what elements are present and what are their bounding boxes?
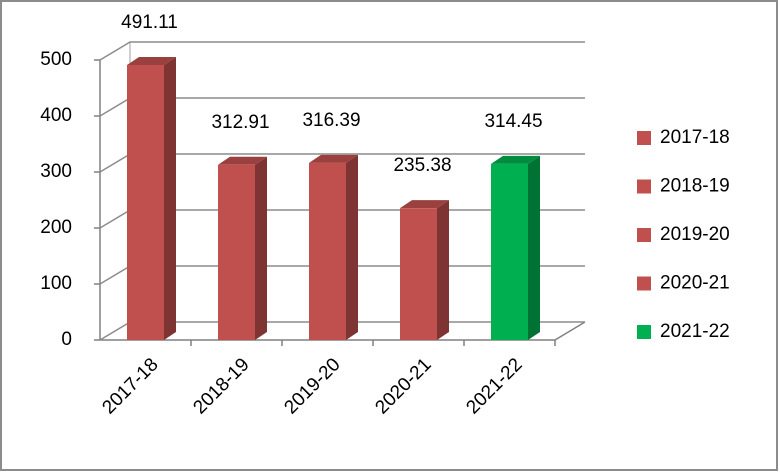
value-label: 314.45 xyxy=(484,111,542,132)
y-tick-label: 400 xyxy=(40,105,72,126)
bar-side xyxy=(528,155,540,340)
y-tick-label: 200 xyxy=(40,217,72,238)
value-label: 312.91 xyxy=(211,112,269,133)
bar-front xyxy=(218,164,255,340)
legend-label: 2019-20 xyxy=(660,224,730,245)
y-tick-label: 300 xyxy=(40,161,72,182)
bar-top xyxy=(400,200,449,209)
legend-swatch xyxy=(637,228,651,242)
bar-top xyxy=(127,56,176,65)
legend-swatch xyxy=(637,179,651,194)
bar-side xyxy=(164,56,176,341)
bar xyxy=(218,156,267,340)
bar-side xyxy=(437,200,449,340)
bar xyxy=(400,200,449,340)
bar-top xyxy=(218,156,267,165)
y-tick-label: 500 xyxy=(40,49,72,70)
y-tick-label: 100 xyxy=(40,273,72,294)
legend-swatch xyxy=(637,325,651,339)
bar-front xyxy=(127,64,164,341)
value-label: 491.11 xyxy=(121,12,178,33)
grid-line xyxy=(99,41,585,61)
bar xyxy=(309,154,358,340)
legend-swatch xyxy=(637,276,651,291)
bar xyxy=(127,56,176,341)
legend-swatch xyxy=(637,131,651,145)
legend-label: 2018-19 xyxy=(660,176,730,197)
bar-front xyxy=(309,162,346,340)
bar-side xyxy=(346,154,358,340)
bar-front xyxy=(491,163,528,340)
bar-side xyxy=(255,156,267,340)
value-label: 235.38 xyxy=(393,155,451,176)
bar-top xyxy=(491,155,540,164)
legend-label: 2017-18 xyxy=(660,127,730,148)
legend-label: 2021-22 xyxy=(660,321,730,342)
bar-top xyxy=(309,154,358,163)
bar xyxy=(491,155,540,340)
legend-label: 2020-21 xyxy=(660,273,730,294)
bar-front xyxy=(400,208,437,340)
y-tick-label: 0 xyxy=(61,329,72,350)
value-label: 316.39 xyxy=(302,110,360,131)
